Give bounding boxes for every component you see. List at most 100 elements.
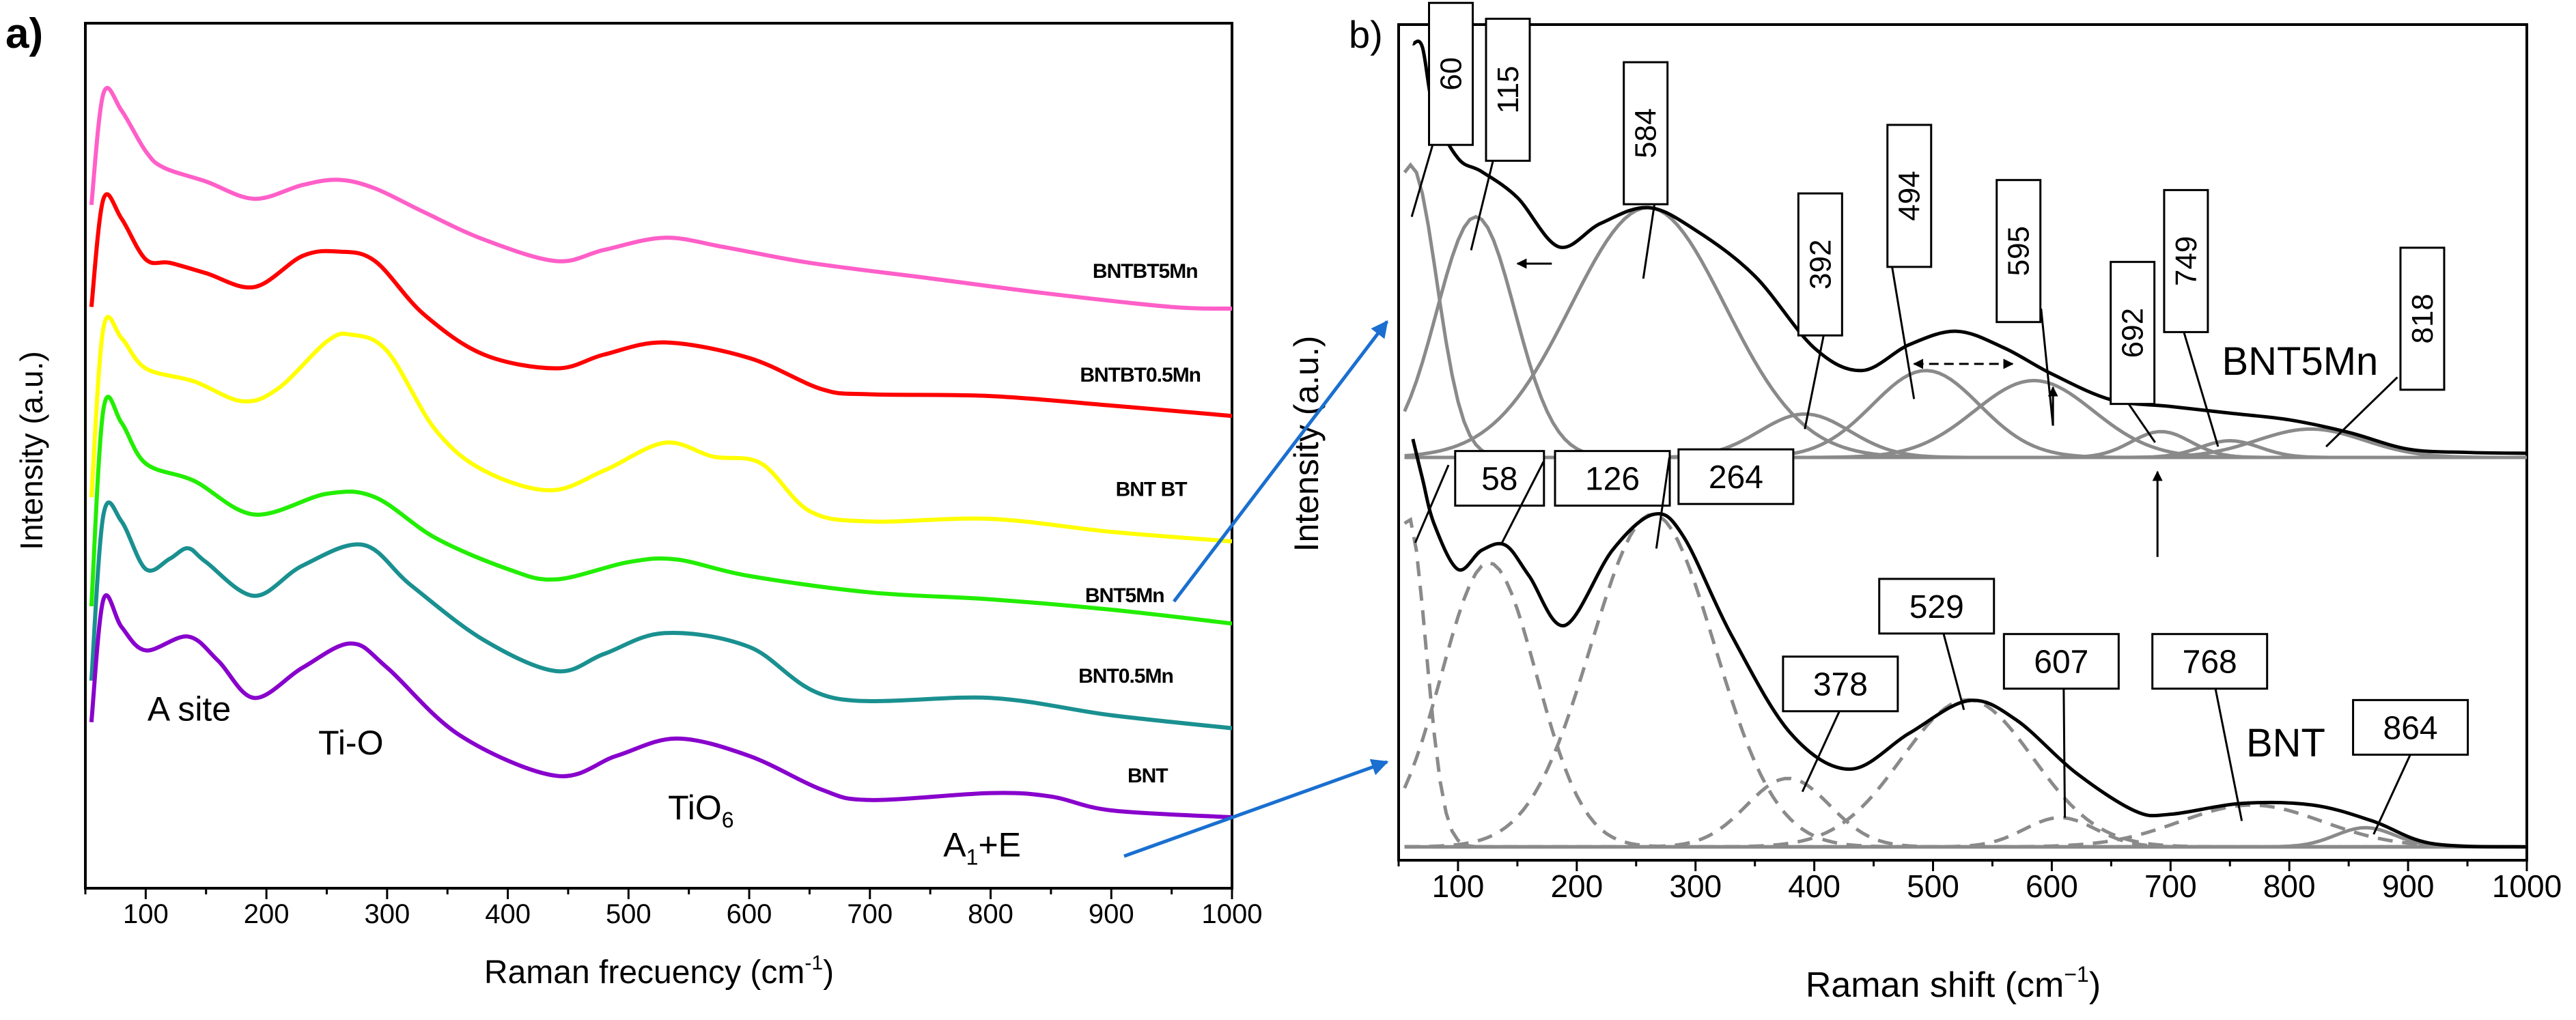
peak-leader-line xyxy=(1500,461,1545,546)
x-axis-label-superscript: −1 xyxy=(2064,962,2088,987)
peak-label-text: 584 xyxy=(1629,108,1663,158)
x-tick-label: 600 xyxy=(727,899,772,929)
peak-label: 692 xyxy=(2110,261,2156,443)
panel-link-arrows xyxy=(1123,320,1389,858)
peak-label-text: 392 xyxy=(1804,240,1837,289)
series-label: BNT5Mn xyxy=(2222,339,2378,384)
peak-label: 818 xyxy=(2325,246,2446,448)
peak-label-text: 595 xyxy=(2002,226,2036,276)
peak-leader-line xyxy=(1655,457,1670,549)
series-label: BNTBT0.5Mn xyxy=(1080,364,1201,386)
x-tick-label: 300 xyxy=(1669,868,1722,904)
peak-leader-line xyxy=(1414,464,1450,543)
annotation-e: +E xyxy=(978,825,1021,864)
x-tick-label: 100 xyxy=(123,899,169,929)
series-label: BNT5Mn xyxy=(1085,584,1164,607)
peak-leader-line xyxy=(2183,330,2220,447)
series-label: BNTBT5Mn xyxy=(1093,260,1198,283)
x-tick-label: 500 xyxy=(606,899,652,929)
peak-label-box xyxy=(1782,655,1899,713)
x-axis-label: Raman frecuency (cm-1) xyxy=(484,952,834,991)
peak-label: 584 xyxy=(1623,61,1669,279)
peak-label-box xyxy=(1554,450,1671,507)
x-axis-label-superscript: -1 xyxy=(804,952,823,974)
fit-component-peak xyxy=(1404,776,2527,849)
x-tick-label: 700 xyxy=(847,899,893,929)
peak-label-text: 126 xyxy=(1585,462,1640,498)
peak-label: 264 xyxy=(1655,448,1795,549)
peak-leader-line xyxy=(2213,683,2243,821)
series-label: BNT xyxy=(1128,765,1168,787)
experimental-spectrum xyxy=(1411,438,2528,849)
series-line-bntbt xyxy=(89,315,1233,543)
x-tick-label: 100 xyxy=(1432,868,1485,904)
peak-label-box xyxy=(1886,124,1933,268)
peak-label-text: 494 xyxy=(1893,171,1927,221)
annotation-a1-base: A xyxy=(943,825,966,864)
x-tick-label: 1000 xyxy=(1202,899,1263,929)
peak-label-text: 58 xyxy=(1481,462,1517,498)
peak-label-box xyxy=(1454,450,1545,507)
series-line-bntbt5mn xyxy=(89,85,1233,311)
peak-label-text: 607 xyxy=(2034,644,2088,681)
peak-label-box xyxy=(1623,61,1669,206)
peak-leader-line xyxy=(1801,706,1843,793)
fit-component-peak xyxy=(1403,517,2527,849)
annotation-tio6: TiO6 xyxy=(668,789,733,832)
peak-label-box xyxy=(2002,633,2120,690)
peak-label-box xyxy=(2352,698,2469,756)
panel-label: a) xyxy=(5,10,43,57)
fit-component-peak xyxy=(1404,825,2527,849)
peak-label-text: 264 xyxy=(1709,459,1763,496)
peak-label-box xyxy=(2163,188,2209,333)
x-tick-label: 500 xyxy=(1907,868,1959,904)
series-line-bnt5mn xyxy=(89,395,1233,626)
plot-frame xyxy=(84,22,1233,890)
peak-label-text: 378 xyxy=(1813,667,1868,703)
x-axis-label-end: ) xyxy=(2089,965,2101,1005)
peak-label: 378 xyxy=(1782,655,1899,793)
peak-label-box xyxy=(1485,17,1531,162)
peak-label-text: 115 xyxy=(1492,66,1525,113)
experimental-spectrum xyxy=(1412,39,2528,455)
x-axis-label-text: Raman frecuency (cm xyxy=(484,954,804,991)
x-tick-label: 800 xyxy=(968,899,1013,929)
link-arrow-bnt-icon xyxy=(1123,759,1389,858)
spectrum-bnt xyxy=(1403,438,2528,849)
plot-frame xyxy=(1397,23,2528,862)
peak-label: 392 xyxy=(1797,192,1843,429)
peak-label: 864 xyxy=(2352,698,2469,835)
x-tick-label: 400 xyxy=(1788,868,1840,904)
series-label: BNT xyxy=(2246,721,2325,765)
panel-b: 100 200 300 400 500 600 700 800 900 1000b)Intensi… xyxy=(1287,1,2562,1005)
annotation-tio6-base: TiO xyxy=(668,789,722,827)
peak-label-text: 529 xyxy=(1909,589,1964,625)
peak-label-text: 864 xyxy=(2383,710,2438,746)
peak-label: 529 xyxy=(1878,578,1996,711)
peak-leader-line xyxy=(2372,748,2414,835)
series-label: BNT BT xyxy=(1116,478,1188,500)
peak-label: 58 xyxy=(1414,450,1545,543)
annotation-a-site: A site xyxy=(148,690,231,728)
fit-component-peak xyxy=(1403,162,2527,459)
annotation-tio6-subscript: 6 xyxy=(722,808,734,832)
peak-leader-line xyxy=(1940,625,1965,711)
peak-label: 494 xyxy=(1886,124,1933,399)
x-axis-label-end: ) xyxy=(823,954,834,991)
peak-label: 749 xyxy=(2163,188,2220,447)
peak-label-text: 749 xyxy=(2170,236,2203,286)
series-line-bnt05mn xyxy=(89,500,1233,731)
series-line-bntbt05mn xyxy=(89,192,1233,419)
x-tick-label: 200 xyxy=(1550,868,1603,904)
peak-label-text: 768 xyxy=(2183,644,2237,681)
annotation-ti-o: Ti-O xyxy=(318,724,383,762)
peak-label-box xyxy=(2399,246,2446,391)
peak-label-box xyxy=(1797,192,1843,337)
panel-label: b) xyxy=(1349,13,1383,56)
x-tick-label: 600 xyxy=(2026,868,2078,904)
peak-label: 115 xyxy=(1470,17,1531,251)
x-tick-label: 800 xyxy=(2263,868,2316,904)
x-axis-label: Raman shift (cm−1) xyxy=(1806,962,2101,1005)
peak-label-box xyxy=(1677,448,1795,505)
